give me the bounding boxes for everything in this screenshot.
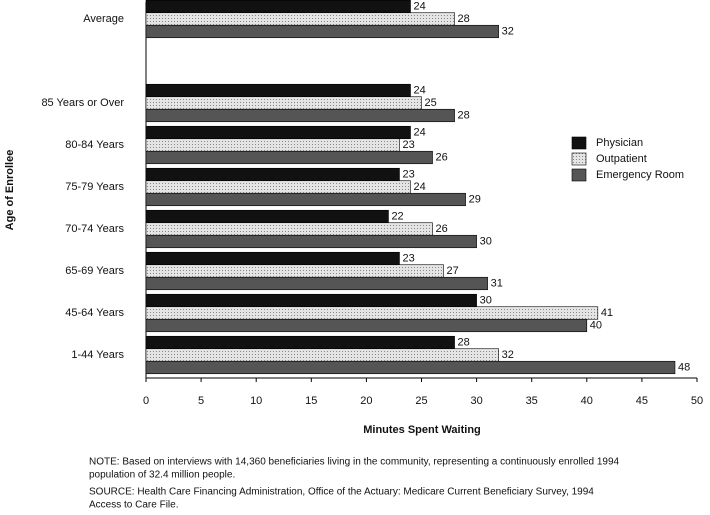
value-label: 22 [391,210,403,222]
bar [145,318,588,333]
legend-label: Physician [596,137,643,149]
x-axis-label: Minutes Spent Waiting [363,424,481,436]
bar [145,138,400,152]
bar [145,24,499,39]
value-label: 29 [469,193,481,205]
value-label: 48 [678,361,690,373]
y-tick-label: 45-64 Years [65,307,124,319]
bar [145,335,455,350]
bar [145,348,499,362]
y-axis-label: Age of Enrollee [4,150,16,231]
value-label: 32 [502,25,514,37]
value-label: 32 [502,349,514,361]
legend-label: Emergency Room [596,169,684,181]
x-tick-label: 20 [360,395,372,407]
value-label: 27 [447,265,459,277]
value-label: 28 [458,336,470,348]
value-label: 23 [402,168,414,180]
bar [145,125,411,140]
note-line: population of 32.4 million people. [89,470,235,481]
x-tick-label: 10 [250,395,262,407]
value-label: 24 [413,181,425,193]
bar [145,108,455,123]
value-label: 28 [458,13,470,25]
legend-swatch [571,152,587,166]
bar [145,167,400,182]
value-label: 30 [480,294,492,306]
x-tick-label: 5 [198,395,204,407]
y-tick-label: 65-69 Years [65,265,124,277]
x-tick-label: 30 [470,395,482,407]
bar [145,264,444,278]
value-label: 23 [402,139,414,151]
value-label: 26 [436,151,448,163]
bar [145,234,477,249]
y-tick-label: 75-79 Years [65,181,124,193]
x-tick-label: 25 [415,395,427,407]
bar [145,83,411,98]
x-tick-label: 15 [305,395,317,407]
source-line: SOURCE: Health Care Financing Administra… [89,487,594,498]
value-label: 25 [425,97,437,109]
note-line: NOTE: Based on interviews with 14,360 be… [89,457,620,468]
x-tick-label: 45 [636,395,648,407]
y-tick-label: Average [83,13,124,25]
value-label: 26 [436,223,448,235]
value-label: 28 [458,109,470,121]
value-label: 41 [601,307,613,319]
bar [145,209,389,224]
bar [145,276,488,291]
legend-swatch [571,136,587,150]
value-label: 24 [413,84,425,96]
y-tick-label: 70-74 Years [65,223,124,235]
legend-label: Outpatient [596,153,647,165]
bar [145,180,411,194]
value-label: 40 [590,319,602,331]
bar [145,96,422,110]
value-label: 24 [413,0,425,12]
value-label: 31 [491,277,503,289]
bar [145,192,466,207]
bar [145,360,676,375]
bar [145,0,411,14]
value-label: 23 [402,252,414,264]
value-label: 30 [480,235,492,247]
bar [145,306,599,320]
y-tick-label: 80-84 Years [65,139,124,151]
bar [145,12,455,26]
bar [145,251,400,266]
bar [145,293,477,308]
legend-swatch [571,168,587,182]
x-tick-label: 40 [581,395,593,407]
x-tick-label: 35 [526,395,538,407]
y-tick-label: 1-44 Years [71,349,124,361]
y-tick-label: 85 Years or Over [41,97,124,109]
bar [145,150,433,165]
value-label: 24 [413,126,425,138]
x-tick-label: 50 [691,395,703,407]
source-line: Access to Care File. [89,500,178,510]
bar [145,222,433,236]
x-tick-label: 0 [143,395,149,407]
